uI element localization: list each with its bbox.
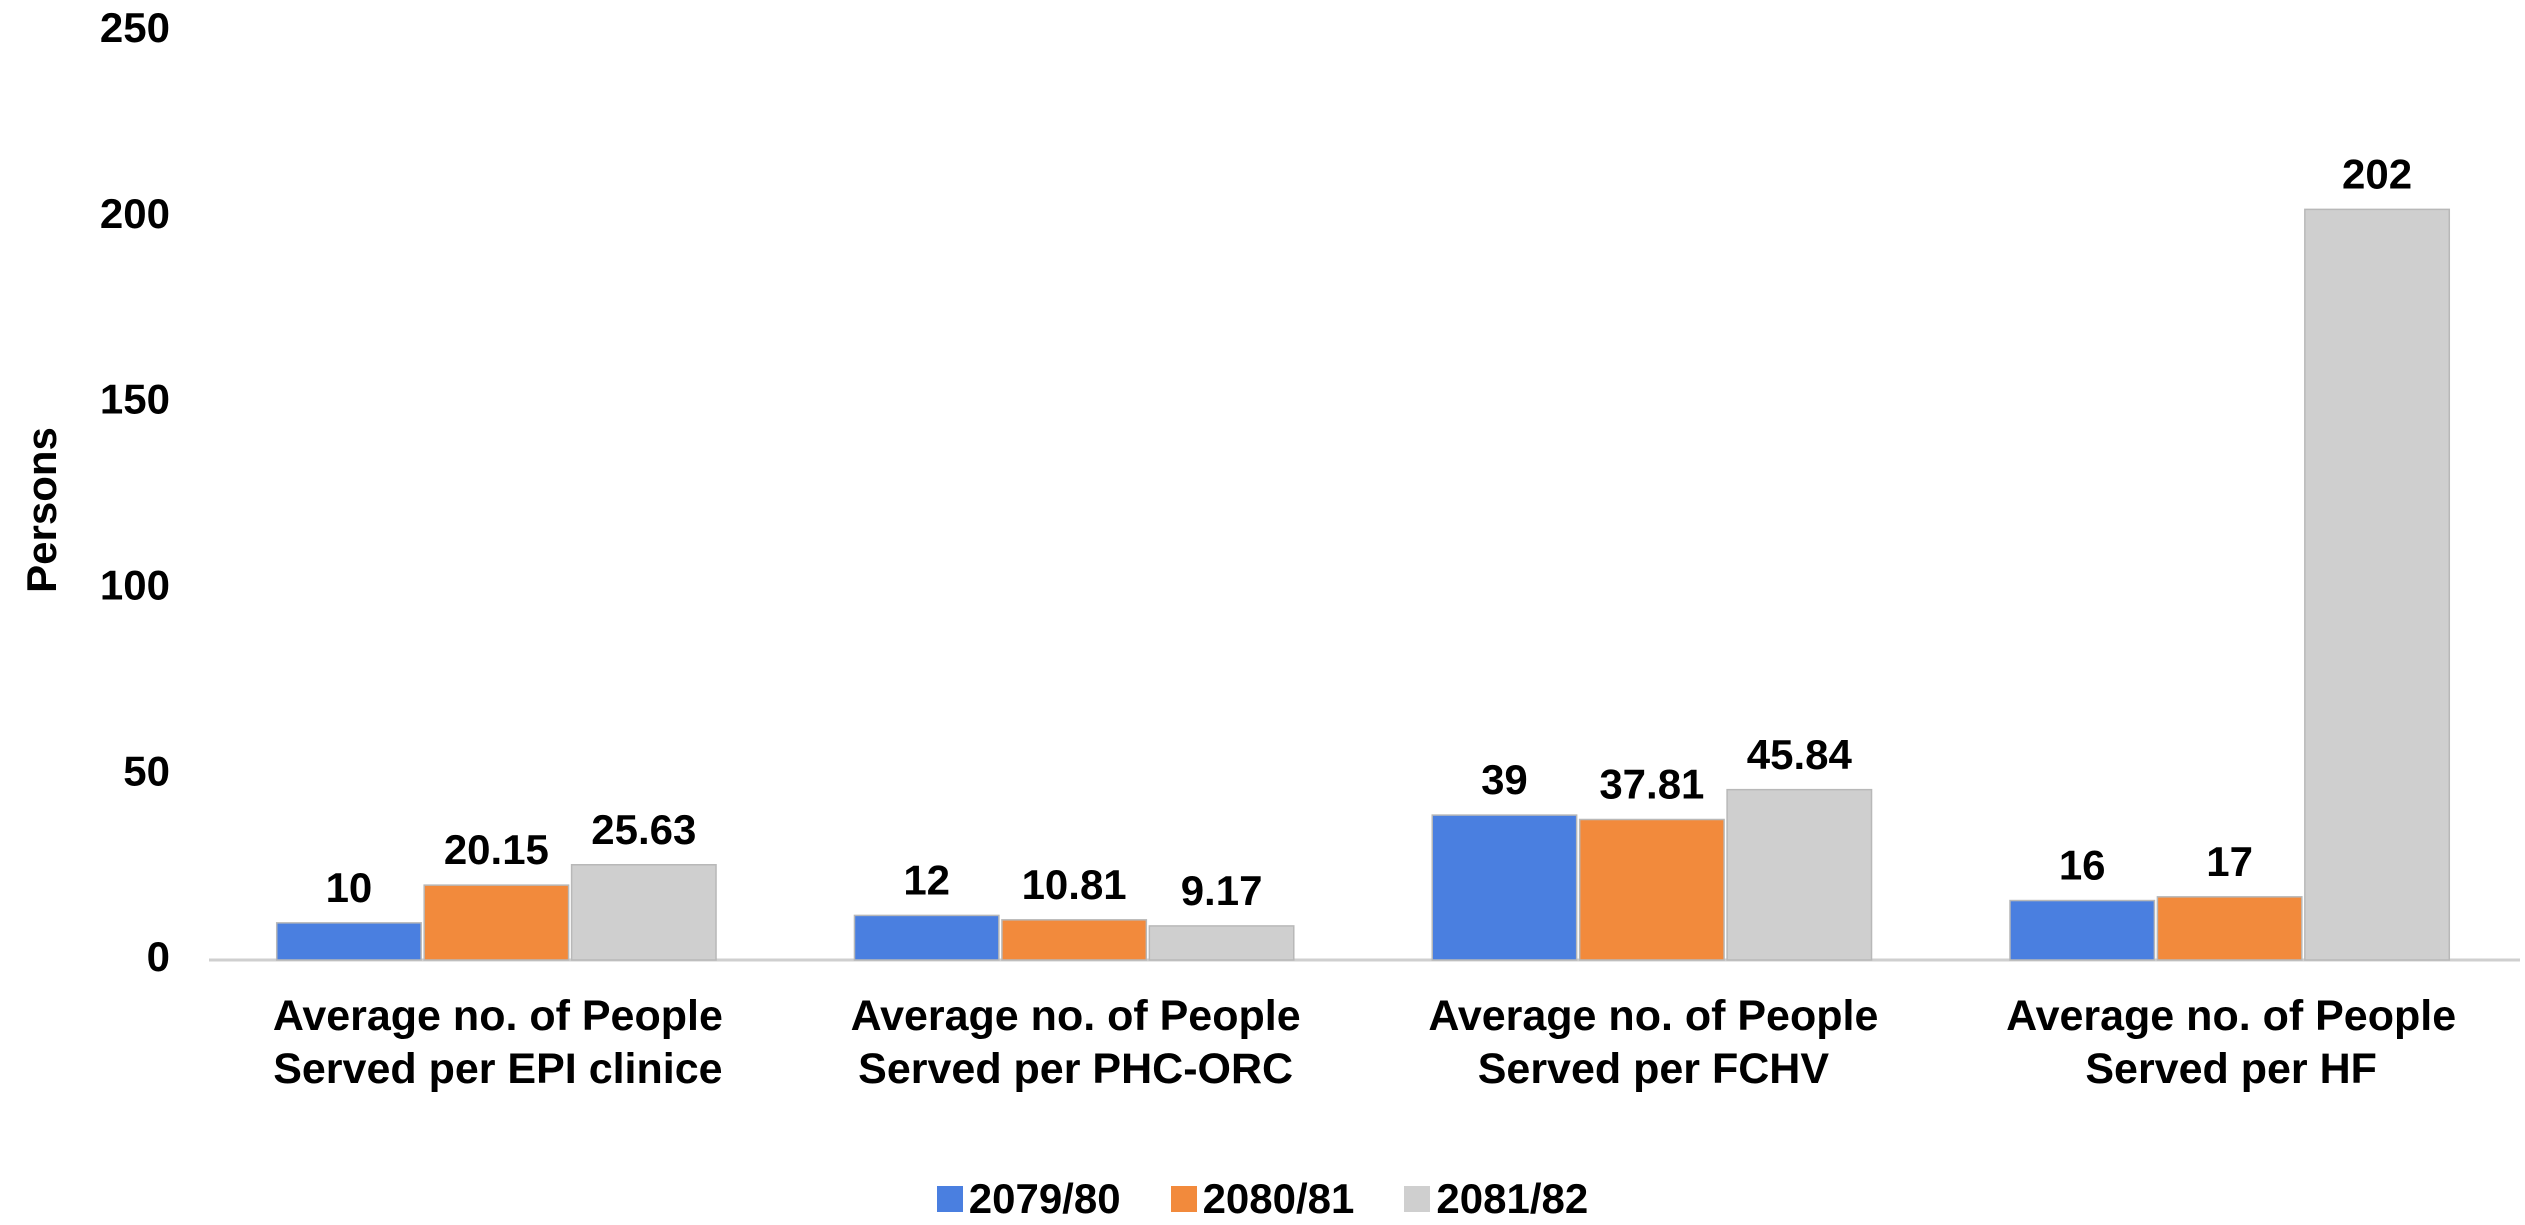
legend-swatch [1170,1186,1197,1212]
y-tick-label: 250 [100,4,170,51]
data-label: 9.17 [1181,867,1263,914]
data-label: 20.15 [444,826,549,873]
data-label: 202 [2342,150,2412,197]
legend-label: 2081/82 [1436,1175,1589,1222]
legend-label: 2079/80 [968,1175,1121,1222]
data-label: 10 [326,864,373,911]
bar [570,864,717,961]
y-tick-label: 50 [123,747,170,794]
y-tick-label: 150 [100,376,170,423]
x-tick-label: Average no. of People Served per FCHV [1428,992,1879,1093]
data-label: 39 [1481,756,1528,803]
legend-swatch [1404,1186,1431,1212]
y-tick-label: 0 [147,933,170,980]
legend-item: 2079/80 [936,1175,1121,1223]
bar [1148,925,1295,961]
bar [423,884,570,961]
data-label: 25.63 [591,806,696,853]
data-label: 17 [2206,838,2253,885]
data-label: 37.81 [1599,761,1704,808]
y-axis-label: Persons [18,427,65,593]
x-tick-label: Average no. of People Served per EPI cli… [272,992,723,1093]
data-label: 45.84 [1747,731,1853,778]
legend-swatch [936,1186,963,1212]
legend-item: 2080/81 [1170,1175,1355,1223]
bar [853,914,1000,961]
bar [2304,208,2451,961]
bar [2156,896,2303,961]
data-label: 10.81 [1022,861,1127,908]
bar [275,922,422,961]
x-tick-label: Average no. of People Served per PHC-ORC [850,992,1301,1093]
legend: 2079/80 2080/81 2081/82 [0,1175,2525,1223]
legend-item: 2081/82 [1404,1175,1588,1223]
bar [2009,899,2156,961]
data-label: 12 [903,857,950,904]
y-tick-label: 200 [100,190,170,237]
bar [1001,919,1148,961]
bar [1726,788,1873,961]
x-tick-label: Average no. of People Served per HF [2006,992,2457,1093]
y-tick-label: 100 [100,561,170,608]
bar [1431,814,1578,961]
bar [1578,818,1725,961]
data-label: 16 [2059,842,2106,889]
legend-label: 2080/81 [1202,1175,1355,1222]
